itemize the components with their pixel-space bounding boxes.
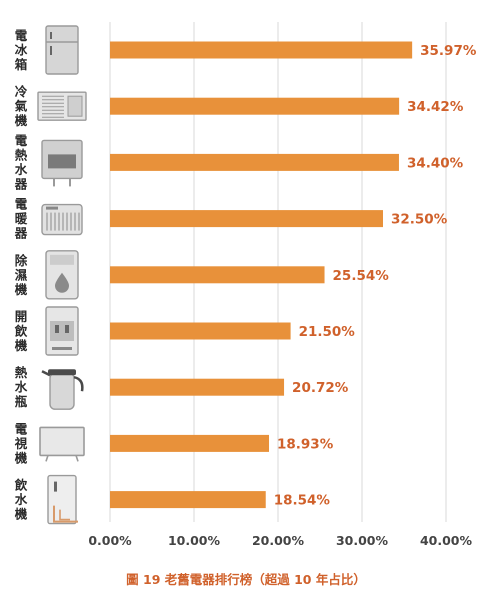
water-dispenser-icon: [45, 306, 79, 356]
x-tick-label: 10.00%: [168, 533, 221, 548]
x-axis-ticks: 0.00% 10.00% 20.00% 30.00% 40.00%: [88, 533, 472, 548]
television-icon: [39, 426, 85, 462]
space-heater-icon: [41, 203, 83, 236]
bars: [110, 41, 413, 509]
category-label: 飲水機: [14, 478, 28, 522]
value-label: 18.54%: [274, 493, 331, 509]
category-label: 除濕機: [15, 253, 28, 297]
thermos-icon: [41, 369, 84, 410]
x-tick-label: 40.00%: [420, 533, 473, 548]
bar: [110, 266, 325, 284]
value-label: 34.42%: [407, 99, 464, 115]
value-label: 35.97%: [420, 43, 477, 59]
drinking-fountain-icon: [47, 474, 78, 525]
category-label: 開飲機: [14, 309, 28, 353]
x-tick-label: 30.00%: [336, 533, 389, 548]
value-label: 20.72%: [292, 380, 349, 396]
category-label: 冷氣機: [15, 84, 28, 128]
bar: [110, 434, 270, 452]
value-labels: 35.97% 34.42% 34.40% 32.50% 25.54% 21.50% 20.7…: [274, 43, 477, 509]
bar: [110, 322, 291, 340]
category-label: 電視機: [14, 421, 28, 465]
bar: [110, 378, 285, 396]
category-icons: [37, 25, 87, 525]
dehumidifier-icon: [45, 250, 79, 300]
category-label: 電暖器: [14, 197, 28, 241]
bar: [110, 210, 383, 228]
category-label: 電熱水器: [14, 133, 28, 192]
bar: [110, 153, 399, 171]
value-label: 18.93%: [277, 436, 334, 452]
category-label: 熱水瓶: [15, 365, 28, 409]
air-conditioner-icon: [37, 91, 87, 121]
category-label: 電冰箱: [15, 28, 28, 72]
value-label: 32.50%: [391, 212, 448, 228]
bar: [110, 41, 413, 59]
value-label: 34.40%: [407, 155, 464, 171]
x-tick-label: 20.00%: [252, 533, 305, 548]
bar: [110, 491, 266, 509]
refrigerator-icon: [45, 25, 79, 75]
chart-caption: 圖 19 老舊電器排行榜（超過 10 年占比）: [126, 572, 366, 587]
water-heater-icon: [41, 139, 83, 187]
bar: [110, 97, 400, 115]
value-label: 21.50%: [299, 324, 356, 340]
value-label: 25.54%: [333, 268, 390, 284]
x-tick-label: 0.00%: [88, 533, 132, 548]
